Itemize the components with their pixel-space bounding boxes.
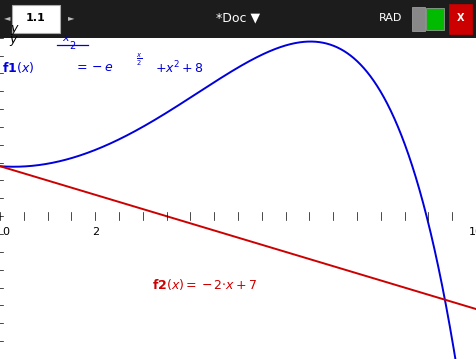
Text: *Doc ▼: *Doc ▼ [216, 11, 260, 25]
Text: $y$: $y$ [10, 23, 20, 37]
Text: 0: 0 [2, 228, 10, 237]
Text: $\mathbf{f1}(x)$: $\mathbf{f1}(x)$ [2, 60, 35, 75]
Text: $x$: $x$ [62, 33, 71, 43]
Text: ►: ► [68, 14, 75, 23]
Text: ◄: ◄ [4, 14, 10, 23]
Text: $=-e$: $=-e$ [74, 61, 114, 74]
Text: RAD: RAD [378, 13, 402, 23]
Text: $\frac{x}{2}$: $\frac{x}{2}$ [136, 51, 142, 68]
FancyBboxPatch shape [12, 5, 60, 33]
Text: $2$: $2$ [69, 39, 76, 51]
Text: 10: 10 [469, 228, 476, 237]
FancyBboxPatch shape [412, 7, 425, 31]
Text: X: X [456, 13, 464, 23]
Text: 1.1: 1.1 [26, 13, 46, 23]
FancyBboxPatch shape [449, 4, 472, 34]
FancyBboxPatch shape [426, 8, 444, 30]
Text: 2: 2 [92, 228, 99, 237]
Text: $\mathbf{f2}(x)=-2{\cdot}x+7$: $\mathbf{f2}(x)=-2{\cdot}x+7$ [152, 276, 258, 292]
Text: $+x^2+8$: $+x^2+8$ [155, 59, 204, 76]
Text: $y$: $y$ [9, 34, 19, 48]
